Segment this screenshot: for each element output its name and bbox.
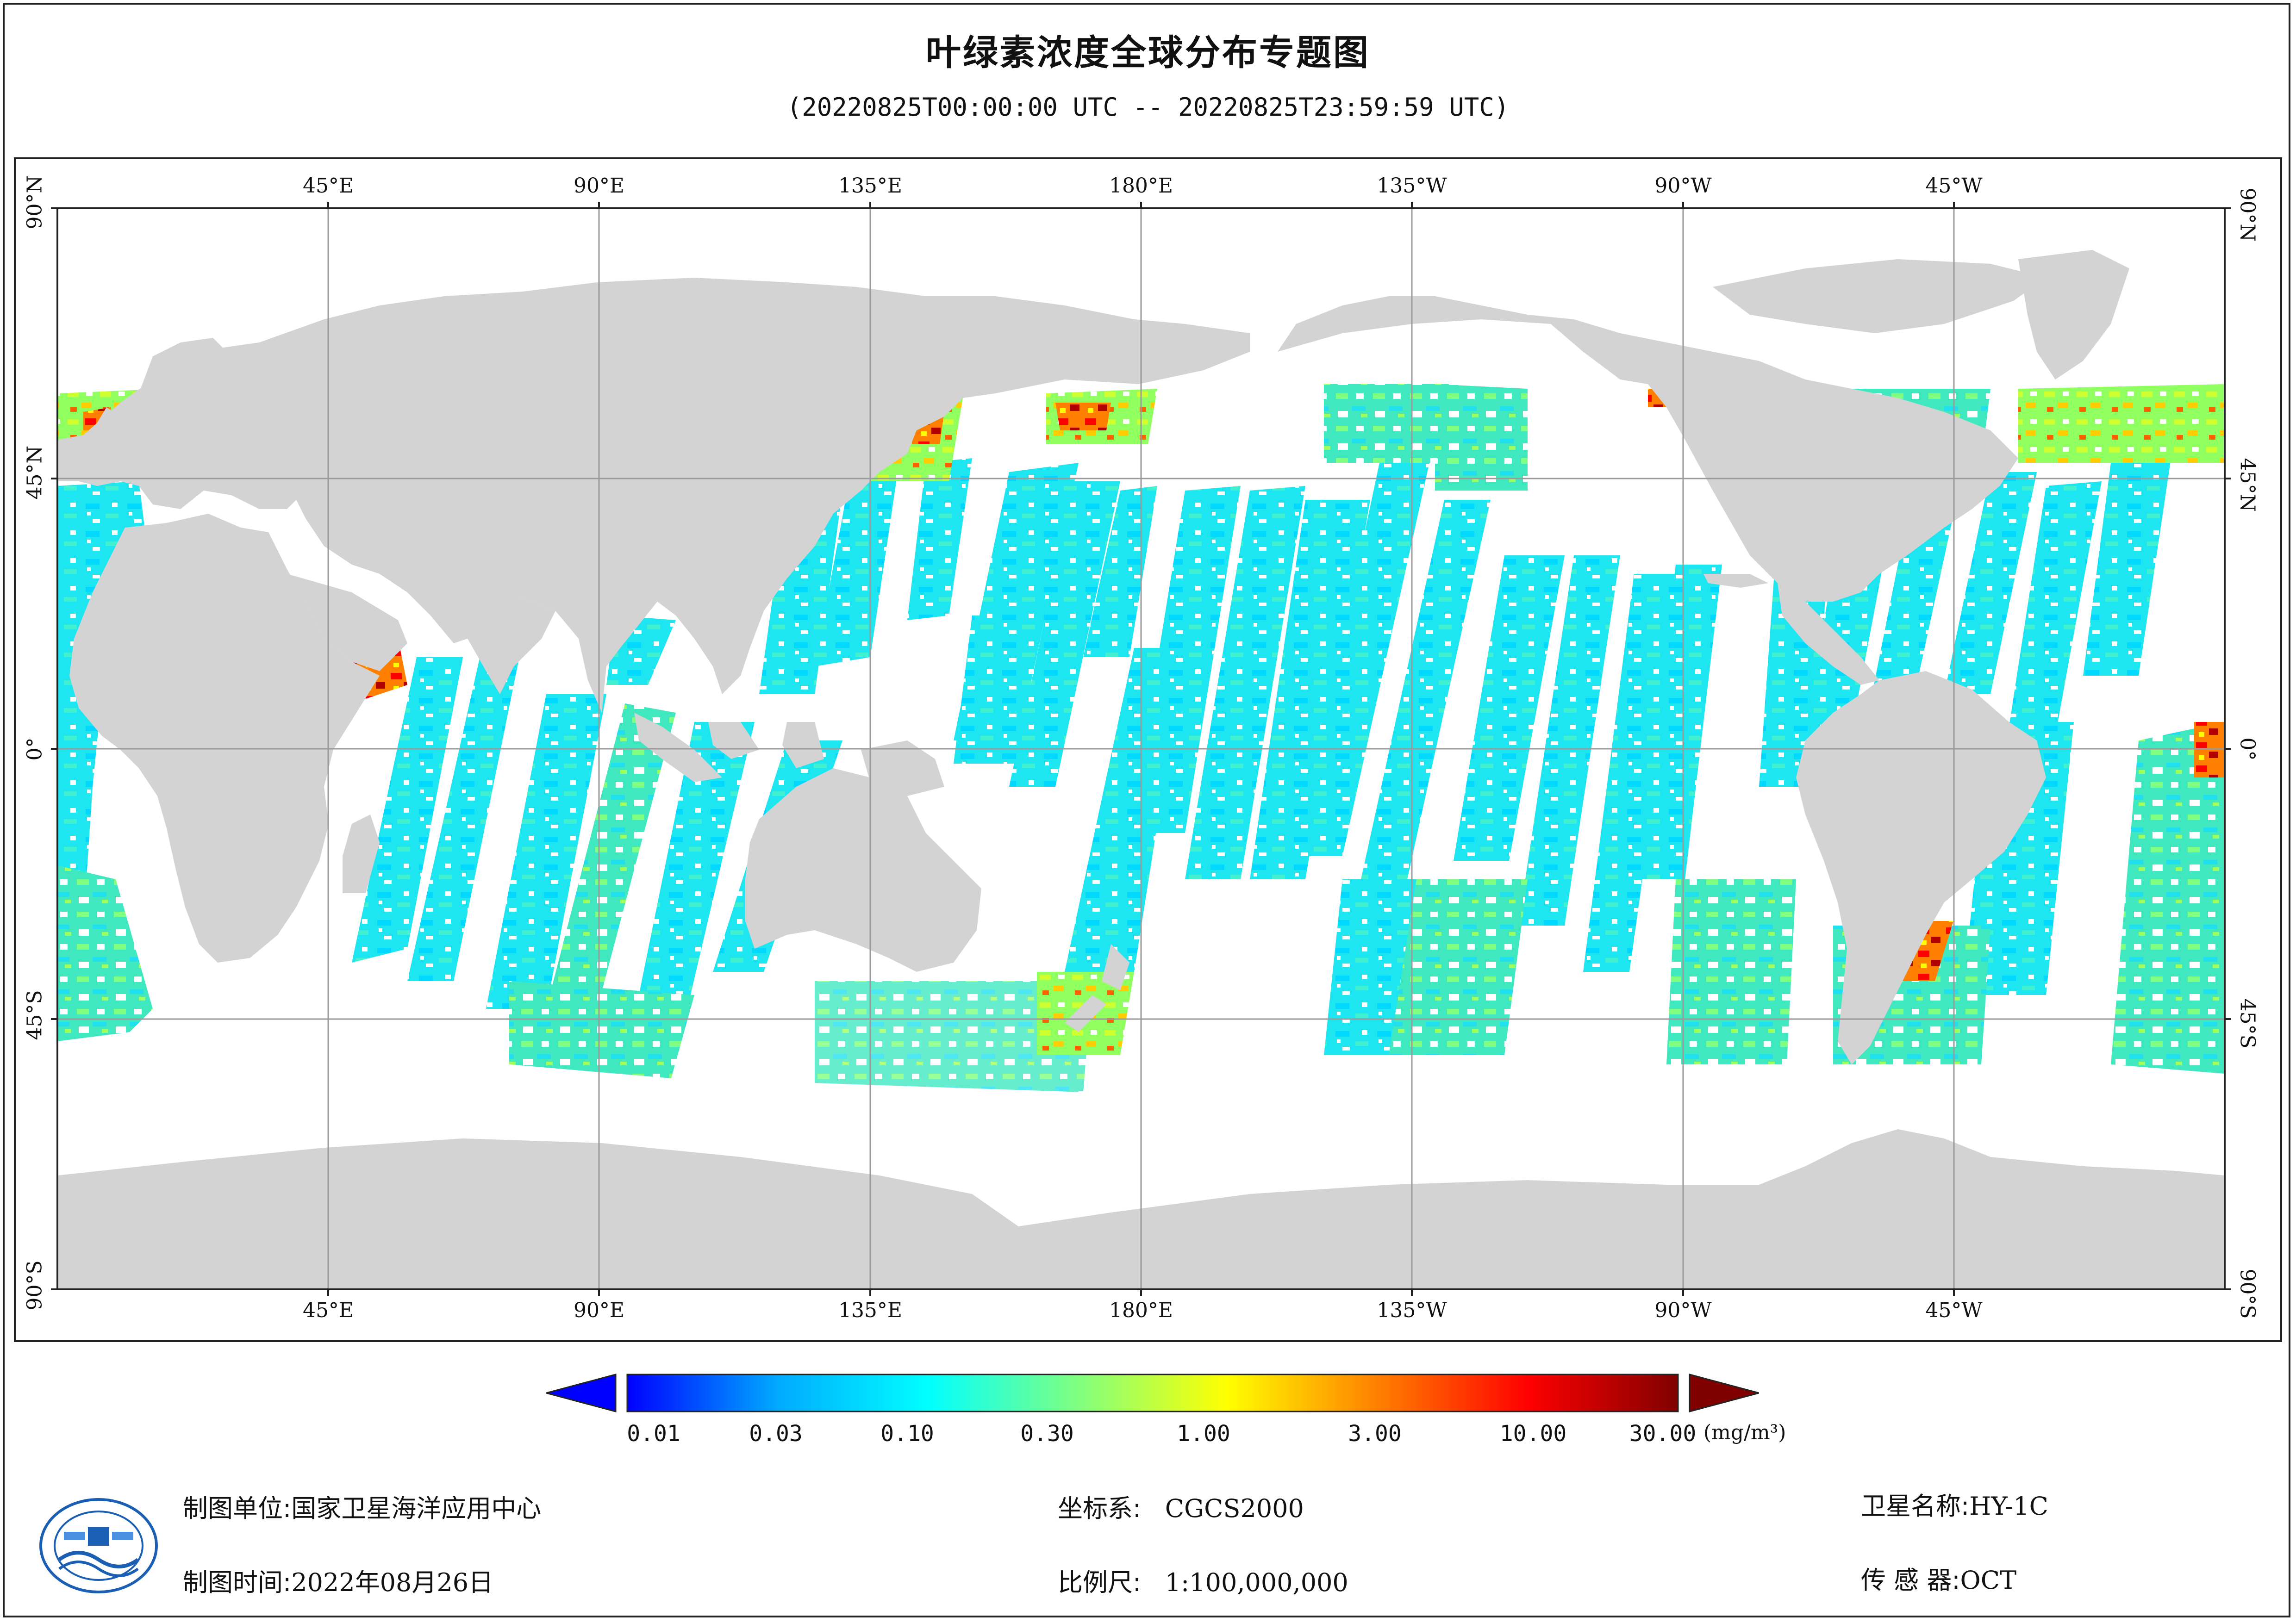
meta-date-value: 2022年08月26日 xyxy=(291,1568,494,1597)
outer-frame xyxy=(3,3,2290,1617)
meta-sensor: 传 感 器:OCT xyxy=(1861,1560,2016,1596)
meta-sensor-label: 传 感 器: xyxy=(1861,1566,1960,1595)
lon-label-top-135w: 135°W xyxy=(1377,174,1447,198)
meta-sensor-value: OCT xyxy=(1960,1566,2017,1595)
graticule xyxy=(57,208,2225,1289)
lat-label-left-90n: 90°N xyxy=(23,175,47,230)
colorbar xyxy=(546,1374,1759,1412)
lon-label-top-90e: 90°E xyxy=(573,174,625,198)
colorbar-tick-2: 0.10 xyxy=(880,1421,934,1447)
lon-label-top-180e: 180°E xyxy=(1109,174,1173,198)
lon-label-bottom-45w: 45°W xyxy=(1925,1299,1983,1322)
lon-label-top-135e: 135°E xyxy=(838,174,903,198)
lat-label-right-0: 0° xyxy=(2235,737,2259,761)
lat-label-left-45n: 45°N xyxy=(23,446,47,500)
lon-label-top-45e: 45°E xyxy=(302,174,354,198)
chlorophyll-swaths xyxy=(57,384,2225,1092)
lat-label-right-45n: 45°N xyxy=(2235,458,2259,512)
lon-label-bottom-135w: 135°W xyxy=(1377,1299,1447,1322)
colorbar-tick-1: 0.03 xyxy=(749,1421,803,1447)
colorbar-tick-6: 10.00 xyxy=(1499,1421,1567,1447)
colorbar-unit: (mg/m³) xyxy=(1703,1421,1786,1444)
colorbar-tick-4: 1.00 xyxy=(1177,1421,1230,1447)
lat-label-right-90s: 90°S xyxy=(2235,1269,2259,1319)
lat-label-right-45s: 45°S xyxy=(2235,998,2259,1049)
meta-scale-value: 1:100,000,000 xyxy=(1165,1568,1348,1597)
lon-label-bottom-135e: 135°E xyxy=(838,1299,903,1322)
meta-org-label: 制图单位: xyxy=(183,1494,292,1523)
meta-crs: 坐标系: CGCS2000 xyxy=(1058,1488,1304,1524)
colorbar-tick-3: 0.30 xyxy=(1020,1421,1074,1447)
colorbar-tick-0: 0.01 xyxy=(627,1421,680,1447)
lon-label-bottom-90w: 90°W xyxy=(1654,1299,1712,1322)
meta-scale: 比例尺: 1:100,000,000 xyxy=(1058,1562,1348,1598)
lat-label-left-45s: 45°S xyxy=(23,990,47,1040)
colorbar-tick-5: 3.00 xyxy=(1348,1421,1402,1447)
lat-label-left-0: 0° xyxy=(23,737,47,761)
lat-label-right-90n: 90°N xyxy=(2235,187,2259,242)
lon-label-bottom-45e: 45°E xyxy=(302,1299,354,1322)
meta-crs-label: 坐标系: xyxy=(1058,1494,1142,1523)
meta-satellite: 卫星名称:HY-1C xyxy=(1861,1486,2048,1522)
lon-label-bottom-180e: 180°E xyxy=(1109,1299,1173,1322)
colorbar-high-arrow xyxy=(1689,1374,1759,1412)
map-frame xyxy=(14,157,2282,1342)
meta-satellite-label: 卫星名称: xyxy=(1861,1492,1970,1521)
colorbar-low-arrow xyxy=(546,1374,617,1412)
nsoas-logo-icon xyxy=(39,1498,158,1593)
lon-label-top-45w: 45°W xyxy=(1925,174,1983,198)
lon-label-bottom-90e: 90°E xyxy=(573,1299,625,1322)
colorbar-gradient xyxy=(626,1374,1679,1412)
lat-label-left-90s: 90°S xyxy=(23,1260,47,1311)
meta-scale-label: 比例尺: xyxy=(1058,1568,1142,1597)
meta-satellite-value: HY-1C xyxy=(1969,1492,2048,1521)
colorbar-tick-7: 30.00 xyxy=(1629,1421,1697,1447)
meta-date-label: 制图时间: xyxy=(183,1568,292,1597)
map-subtitle: (20220825T00:00:00 UTC -- 20220825T23:59… xyxy=(786,93,1510,122)
lon-label-top-90w: 90°W xyxy=(1654,174,1712,198)
map-title: 叶绿素浓度全球分布专题图 xyxy=(926,32,1370,73)
meta-org-value: 国家卫星海洋应用中心 xyxy=(291,1494,542,1523)
meta-org: 制图单位:国家卫星海洋应用中心 xyxy=(183,1488,541,1524)
tick-marks xyxy=(51,202,2231,1296)
meta-crs-value: CGCS2000 xyxy=(1165,1494,1304,1523)
meta-date: 制图时间:2022年08月26日 xyxy=(183,1562,493,1598)
